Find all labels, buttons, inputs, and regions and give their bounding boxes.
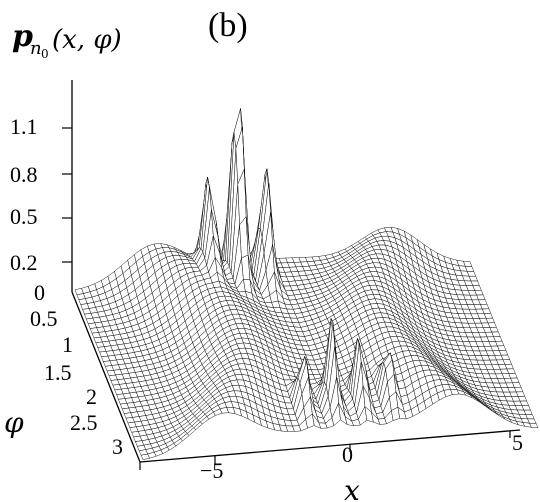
phi-tick-6: 3 [112,434,123,459]
phi-axis-line [71,291,141,463]
z-label-args: (x, φ) [52,25,122,55]
x-ticks: −5 0 5 [200,430,523,483]
phi-axis-label: φ [4,406,24,439]
z-tick-1: 1.1 [10,114,38,139]
z-tick-3: 0.5 [10,204,38,229]
x-axis-line [139,429,521,463]
phi-tick-5: 2.5 [70,410,98,435]
z-label-subsub: 0 [41,47,49,61]
z-ticks: 1.1 0.8 0.5 0.2 [10,114,72,275]
phi-tick-4: 2 [86,384,97,409]
x-tick-0: 0 [342,442,353,467]
axes-frame [71,80,521,470]
z-label-sub: n [30,38,42,59]
panel-label: (b) [208,7,248,44]
phi-tick-1: 0.5 [30,306,58,331]
phi-tick-0: 0 [34,280,45,305]
z-tick-4: 0.2 [10,250,38,275]
surface-wireframe [74,108,539,460]
x-tick-neg5: −5 [200,458,223,483]
phi-ticks: 0 0.5 1 1.5 2 2.5 3 [30,280,123,459]
x-tick-5: 5 [512,430,523,455]
phi-tick-2: 1 [62,332,73,357]
phi-tick-3: 1.5 [44,360,72,385]
surface-cell [529,422,539,428]
z-axis-label: p n 0 (x, φ) [12,19,122,61]
z-tick-2: 0.8 [10,162,38,187]
x-axis-label: x [344,474,360,502]
z-label-main: p [12,19,33,54]
